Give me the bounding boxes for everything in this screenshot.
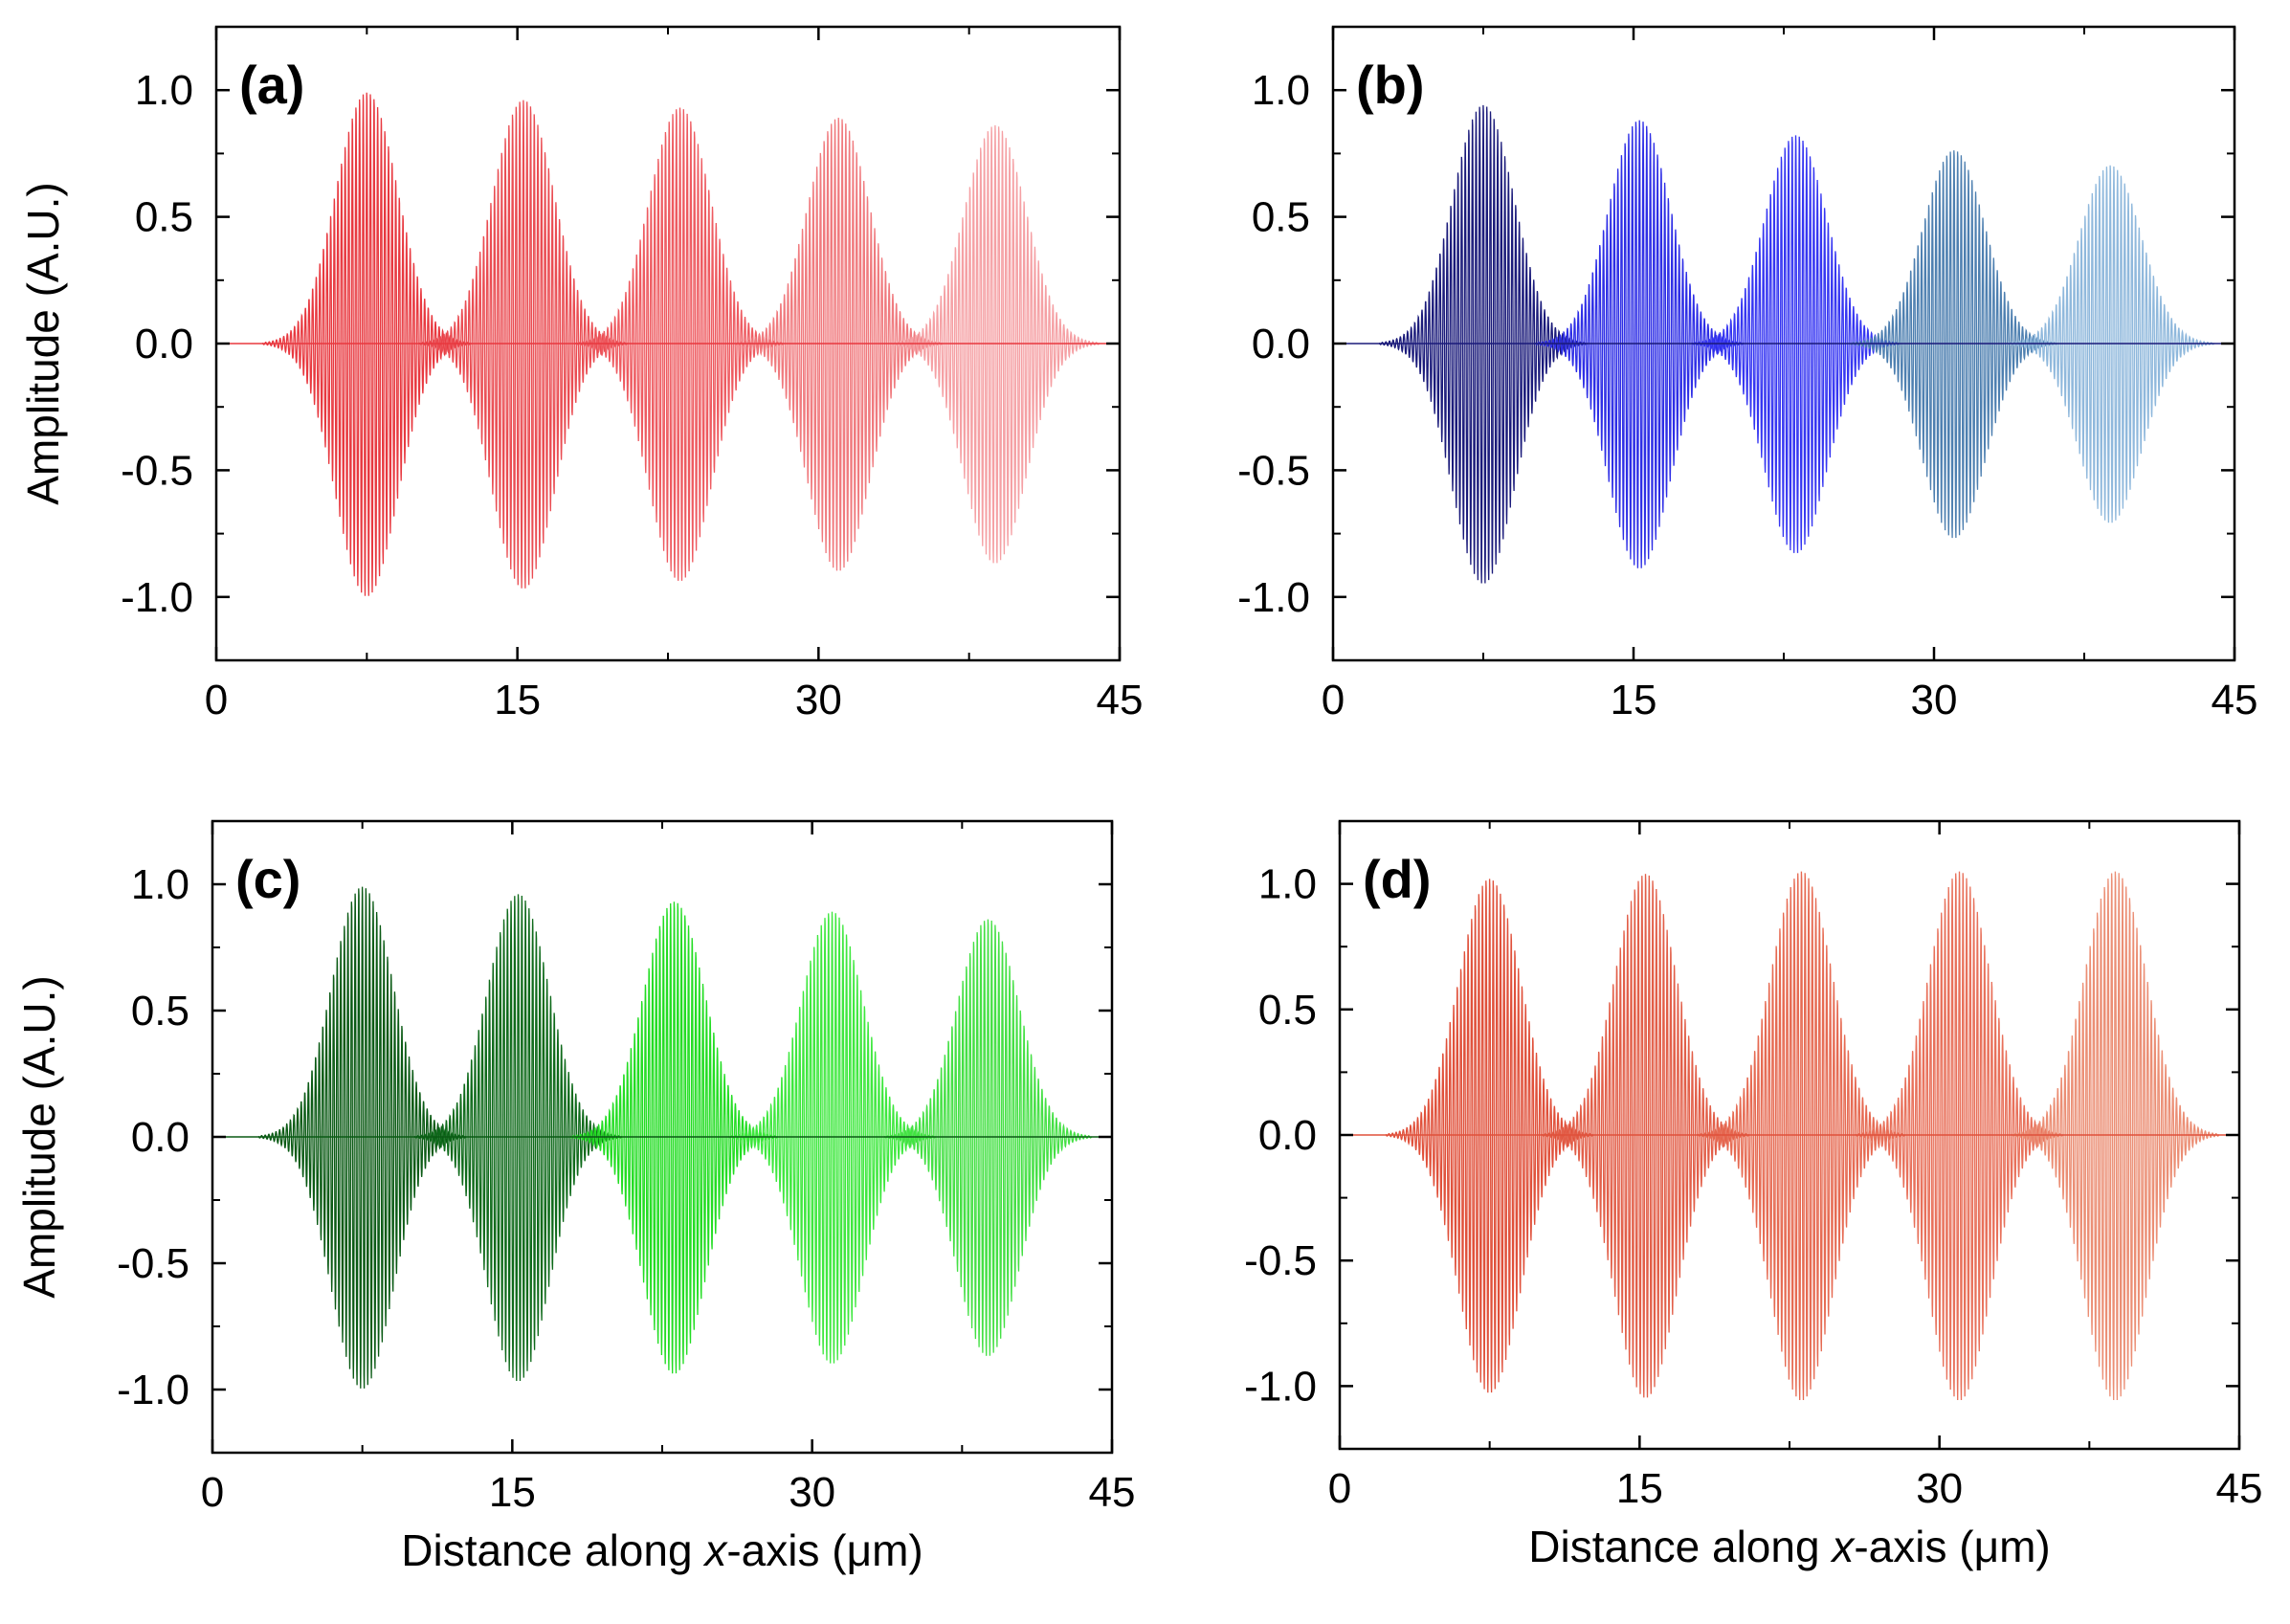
x-axis-title: Distance along x-axis (μm) <box>401 1525 923 1575</box>
x-tick-label: 30 <box>789 1469 835 1516</box>
panel-a: 0 15 30 45 1.0 0.5 0.0 -0.5 -1.0 (a) Amplitude (A.… <box>18 25 1144 723</box>
y-tick-label: 1.0 <box>1252 67 1310 114</box>
series-line-3 <box>569 901 779 1374</box>
y-axis-title: Amplitude (A.U.) <box>18 182 68 504</box>
y-tick-label: -0.5 <box>121 447 193 494</box>
y-tick-label: 0.0 <box>1258 1112 1317 1159</box>
y-tick-label: 0.5 <box>1252 194 1310 241</box>
x-tick-label: 45 <box>2212 677 2258 723</box>
y-tick-label: 0.5 <box>131 988 189 1034</box>
panel-b: 0 15 30 45 1.0 0.5 0.0 -0.5 -1.0 (b) <box>1237 25 2258 723</box>
x-tick-label: 45 <box>2216 1465 2263 1512</box>
y-axis-title: Amplitude (A.U.) <box>14 975 64 1298</box>
x-axis-title: Distance along x-axis (μm) <box>1528 1522 2050 1571</box>
panel-label: (d) <box>1363 849 1432 909</box>
x-tick-label: 30 <box>1916 1465 1963 1512</box>
y-tick-label: -1.0 <box>1237 574 1310 621</box>
x-tick-label: 30 <box>795 677 842 723</box>
y-tick-label: -0.5 <box>117 1240 189 1287</box>
series-line-3 <box>1691 135 1901 553</box>
x-tick-label: 15 <box>1616 1465 1663 1512</box>
series-line-5 <box>890 124 1101 564</box>
x-tick-label: 15 <box>489 1469 536 1516</box>
y-tick-label: -0.5 <box>1244 1237 1317 1284</box>
series-line-5 <box>2011 871 2220 1401</box>
y-tick-label: 0.5 <box>1258 987 1317 1034</box>
series-line-5 <box>883 919 1093 1356</box>
series-line-5 <box>2005 165 2215 523</box>
y-tick-label: 0.0 <box>135 321 193 367</box>
y-tick-label: -1.0 <box>1244 1363 1317 1410</box>
panel-label: (b) <box>1356 55 1425 115</box>
x-tick-label: 0 <box>1328 1465 1351 1512</box>
x-tick-label: 30 <box>1911 677 1958 723</box>
series-line-3 <box>1697 871 1906 1401</box>
x-tick-label: 15 <box>1611 677 1657 723</box>
x-tick-label: 0 <box>1322 677 1345 723</box>
y-tick-label: 0.0 <box>131 1114 189 1161</box>
y-tick-label: 1.0 <box>135 67 193 114</box>
y-tick-label: 1.0 <box>131 861 189 908</box>
panel-label: (c) <box>235 849 300 909</box>
x-tick-label: 45 <box>1097 677 1144 723</box>
x-tick-label: 45 <box>1089 1469 1136 1516</box>
y-tick-label: 0.0 <box>1252 321 1310 367</box>
panel-c: 0 15 30 45 1.0 0.5 0.0 -0.5 -1.0 (c) Amplitude (A.… <box>14 819 1136 1575</box>
x-tick-label: 0 <box>201 1469 224 1516</box>
y-tick-label: -1.0 <box>117 1367 189 1413</box>
y-tick-label: -1.0 <box>121 574 193 621</box>
panel-d: 0 15 30 45 1.0 0.5 0.0 -0.5 -1.0 (d) Distance alon… <box>1244 819 2263 1571</box>
x-tick-label: 0 <box>205 677 228 723</box>
x-tick-label: 15 <box>494 677 541 723</box>
y-tick-label: -0.5 <box>1237 447 1310 494</box>
series-line-3 <box>575 107 786 581</box>
y-tick-label: 1.0 <box>1258 861 1317 908</box>
y-tick-label: 0.5 <box>135 194 193 241</box>
panel-label: (a) <box>239 55 304 115</box>
